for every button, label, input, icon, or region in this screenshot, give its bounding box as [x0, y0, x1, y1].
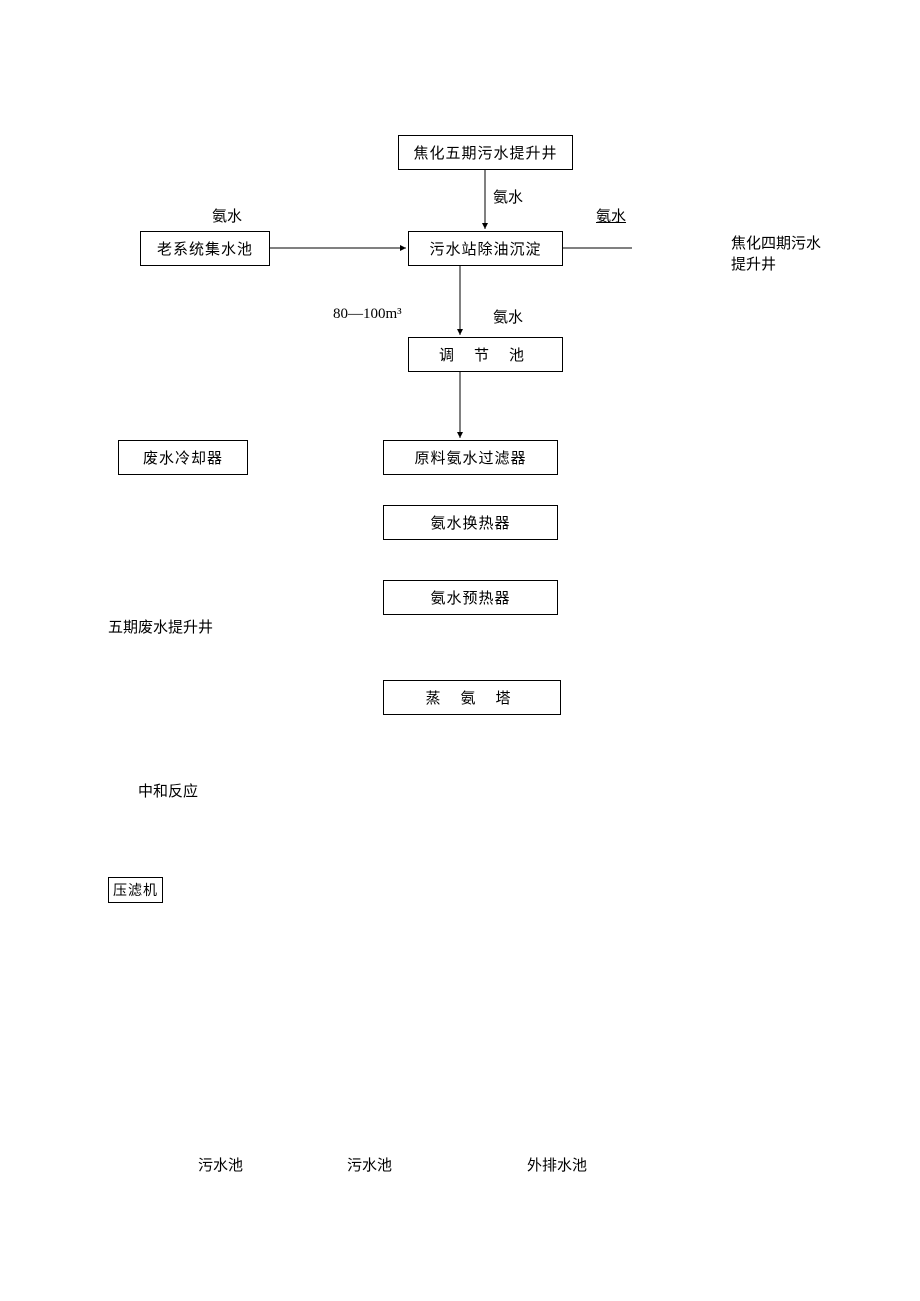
node-coking-phase5-lift-well: 焦化五期污水提升井	[398, 135, 573, 170]
flowchart-arrows	[0, 0, 920, 1301]
node-label: 老系统集水池	[157, 242, 253, 258]
node-label: 氨水预热器	[430, 591, 510, 607]
label-sewage-pool-2: 污水池	[347, 1154, 392, 1175]
label-neutralization-reaction: 中和反应	[138, 780, 198, 801]
node-filter-press: 压滤机	[108, 877, 163, 903]
node-ammonia-heat-exchanger: 氨水换热器	[383, 505, 558, 540]
node-sewage-oil-sedimentation: 污水站除油沉淀	[408, 231, 563, 266]
edge-label-ammonia-4: 氨水	[493, 306, 523, 327]
node-ammonia-distillation-tower: 蒸氨塔	[383, 680, 561, 715]
node-label: 氨水换热器	[430, 516, 510, 532]
node-label: 废水冷却器	[143, 451, 223, 467]
label-phase5-wastewater-lift-well: 五期废水提升井	[108, 616, 213, 637]
node-label: 焦化五期污水提升井	[413, 146, 557, 162]
node-wastewater-cooler: 废水冷却器	[118, 440, 248, 475]
node-ammonia-preheater: 氨水预热器	[383, 580, 558, 615]
label-coking-phase4-lift-well: 焦化四期污水提升井	[731, 232, 831, 274]
node-label: 压滤机	[113, 884, 158, 899]
edge-label-ammonia-2: 氨水	[212, 205, 242, 226]
node-label: 蒸氨塔	[425, 691, 530, 707]
label-sewage-pool-1: 污水池	[198, 1154, 243, 1175]
edge-label-volume: 80—100m³	[333, 306, 402, 323]
edge-label-ammonia-1: 氨水	[493, 186, 523, 207]
node-label: 调节池	[439, 348, 544, 364]
node-raw-ammonia-filter: 原料氨水过滤器	[383, 440, 558, 475]
node-label: 污水站除油沉淀	[429, 242, 541, 258]
label-discharge-pool: 外排水池	[527, 1154, 587, 1175]
node-old-system-pool: 老系统集水池	[140, 231, 270, 266]
edge-label-ammonia-3: 氨水	[596, 205, 626, 226]
node-adjustment-tank: 调节池	[408, 337, 563, 372]
node-label: 原料氨水过滤器	[414, 451, 526, 467]
